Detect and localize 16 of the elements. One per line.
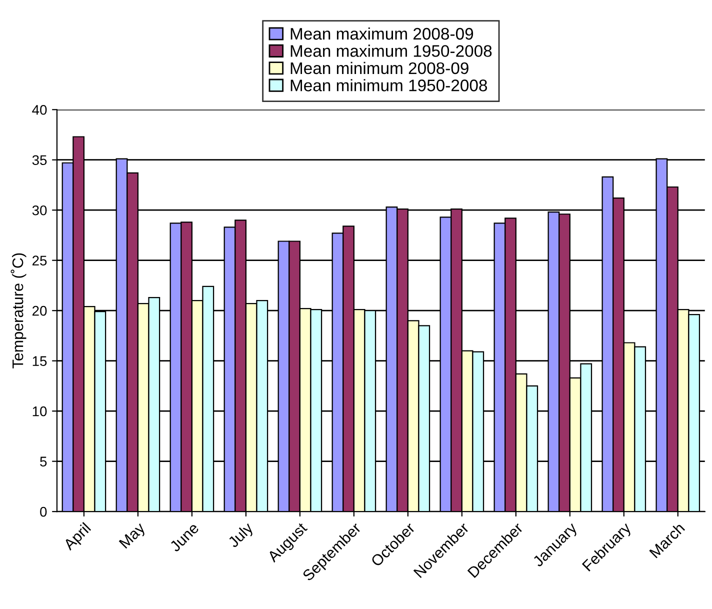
y-tick-label: 10 <box>32 406 47 416</box>
y-tick-label: 25 <box>32 256 47 266</box>
legend-label: Mean minimum 2008-09 <box>290 62 468 74</box>
y-axis-title: Temperature (˚C) <box>10 253 26 368</box>
legend-label: Mean maximum 2008-09 <box>290 27 474 40</box>
legend-label: Mean maximum 1950-2008 <box>290 44 492 57</box>
y-tick-label: 35 <box>32 155 47 166</box>
y-tick-label: 5 <box>40 456 47 466</box>
y-tick-label: 0 <box>40 506 47 517</box>
y-tick-label: 30 <box>32 205 47 216</box>
y-tick-label: 15 <box>32 356 47 366</box>
y-tick-label: 20 <box>32 306 47 316</box>
x-tick-label: July <box>226 521 256 550</box>
legend-label: Mean minimum 1950-2008 <box>290 79 488 92</box>
x-tick-label: May <box>118 522 148 551</box>
y-tick-label: 40 <box>32 104 47 115</box>
